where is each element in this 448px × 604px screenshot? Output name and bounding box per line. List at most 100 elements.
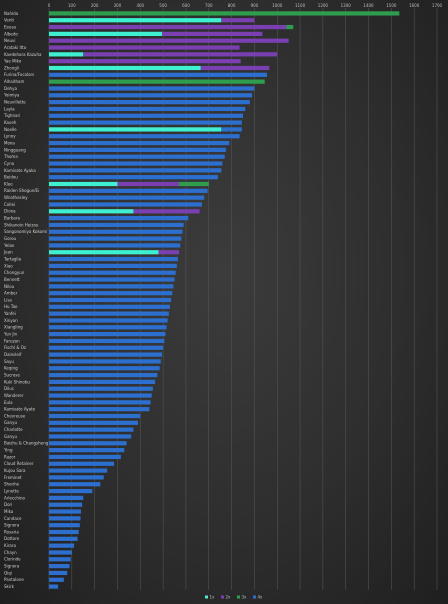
bar-segment: [49, 45, 240, 50]
bar-segment: [49, 93, 253, 98]
bar-segment: [49, 475, 104, 480]
legend-label: 2x: [226, 595, 232, 600]
bar-segment: [49, 427, 134, 432]
bar-segment: [49, 536, 78, 541]
bar-segment: [49, 11, 400, 16]
category-label: Faruzan: [4, 338, 20, 343]
bar-segment: [158, 250, 180, 255]
category-label: Lynoy: [4, 134, 16, 139]
bar-segment: [49, 516, 81, 521]
category-label: Thoma: [3, 154, 18, 159]
x-tick-label: 1000: [272, 3, 283, 8]
category-label: Tartaglia: [3, 256, 22, 261]
bar-segment: [49, 134, 240, 139]
bar-segment: [49, 311, 169, 316]
grid-lines: [48, 8, 438, 590]
bar-segment: [49, 263, 177, 268]
bar-segment: [49, 345, 164, 350]
legend-swatch: [237, 595, 240, 599]
category-label: Rosaria: [4, 529, 19, 534]
category-label: Chevreuse: [4, 413, 26, 418]
x-tick-label: 1600: [409, 3, 420, 8]
category-label: Diona: [4, 209, 16, 214]
category-label: Venti: [4, 18, 14, 23]
bar-segment: [49, 495, 84, 500]
bar-segment: [49, 386, 153, 391]
category-label: Signora: [4, 564, 20, 569]
bar-segment: [49, 243, 181, 248]
x-tick-label: 1700: [432, 3, 443, 8]
x-axis-ticks: 0 100 200 300 400 500 600 700 800 900 1000 1100 1200…: [48, 3, 443, 8]
category-label: Kaveh: [4, 120, 17, 125]
bar-segment: [49, 557, 71, 562]
category-label: Cyno: [4, 161, 15, 166]
category-label: Skirk: [4, 584, 15, 589]
bar-segment: [49, 352, 162, 357]
category-label: Shikanoin Heizou: [4, 222, 39, 227]
category-label: Alhaitham: [4, 79, 25, 84]
category-label: Wanderer: [4, 393, 24, 398]
category-label: Kamisato Ayaka: [4, 168, 36, 173]
category-label: Xinyan: [4, 318, 18, 323]
category-label: Kamisato Ayato: [4, 407, 36, 412]
legend-label: 4x: [258, 595, 264, 600]
category-label: Ganyu: [4, 420, 17, 425]
bar-segment: [49, 52, 84, 57]
bar-segment: [49, 529, 79, 535]
bar-segment: [49, 468, 108, 473]
bar-segment: [49, 161, 223, 166]
bar-segment: [49, 550, 72, 555]
bar-segment: [83, 52, 278, 57]
bar-segment: [49, 113, 243, 118]
category-label: Keqing: [4, 366, 18, 371]
category-label: Fischl & Oz: [4, 345, 26, 350]
bar-segment: [49, 413, 141, 419]
legend-swatch: [253, 595, 256, 599]
category-label: Mona: [4, 140, 15, 145]
category-label: Candace: [4, 516, 22, 521]
category-label: Sayu: [4, 359, 14, 364]
bar-segment: [49, 482, 101, 487]
category-label: Lisa: [4, 297, 12, 302]
x-tick-label: 1100: [295, 3, 306, 8]
x-tick-label: 1300: [341, 3, 352, 8]
legend-swatch: [221, 595, 224, 599]
bar-segment: [49, 454, 121, 460]
legend-label: 3x: [242, 595, 248, 600]
category-label: Zhongli: [4, 65, 19, 70]
legend-swatch: [205, 595, 208, 599]
category-label: Lynette: [4, 488, 19, 493]
x-tick-label: 600: [182, 3, 190, 8]
category-label: Yun Jin: [3, 332, 18, 337]
bar-segment: [49, 154, 225, 159]
bar-segment: [49, 434, 132, 439]
category-label: Ningguang: [4, 147, 26, 152]
category-label: Barbara: [4, 216, 20, 221]
category-label: Bennett: [4, 277, 20, 282]
bar-segment: [200, 65, 270, 71]
bar-segment: [49, 543, 75, 548]
bar-segment: [49, 291, 173, 296]
bar-segment: [49, 202, 202, 207]
bar-segment: [49, 584, 59, 589]
category-label: Dori: [4, 502, 12, 507]
bar-segment: [117, 181, 180, 187]
bar-segment: [49, 338, 165, 344]
category-label: Ying: [3, 448, 13, 453]
bar-segment: [49, 523, 80, 528]
x-tick-label: 0: [48, 3, 51, 8]
category-label: Diluc: [4, 386, 14, 391]
category-label: Noelle: [4, 127, 17, 132]
bar-segment: [221, 127, 242, 132]
category-label: Wriothesley: [4, 195, 28, 200]
bar-segment: [49, 420, 139, 425]
bar-segment: [49, 72, 267, 77]
bar-segment: [49, 304, 170, 309]
x-tick-label: 400: [136, 3, 144, 8]
category-label: Klee: [4, 181, 13, 186]
bar-segment: [49, 332, 166, 337]
bar-segment: [49, 216, 189, 221]
category-label: Nilou: [4, 284, 15, 289]
category-label: Sangonomiya Kokomi: [4, 229, 47, 234]
